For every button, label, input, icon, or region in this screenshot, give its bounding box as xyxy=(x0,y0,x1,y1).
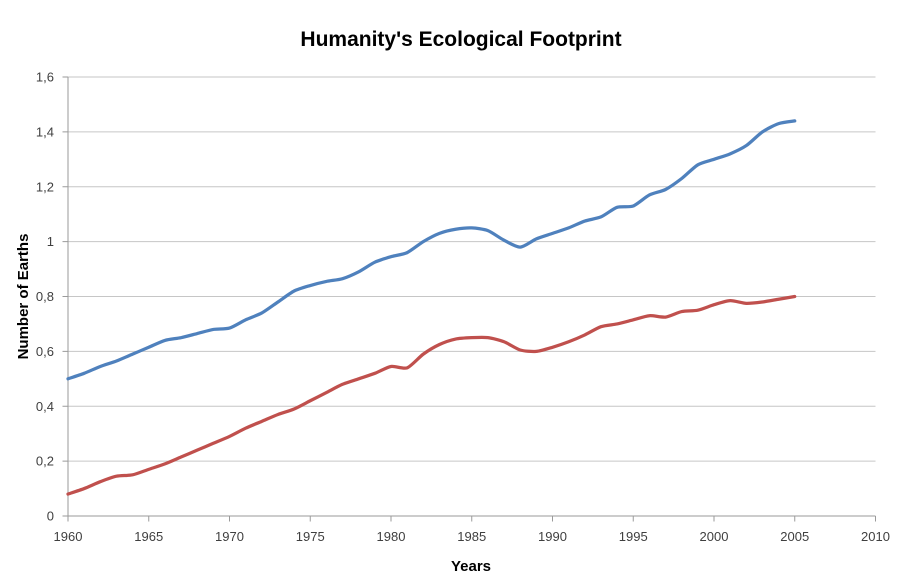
y-tick-label: 1,4 xyxy=(36,124,54,139)
y-axis-title: Number of Earths xyxy=(15,234,32,360)
gridlines xyxy=(68,76,876,462)
y-tick-label: 1,6 xyxy=(36,70,54,85)
x-tick-label: 1990 xyxy=(538,529,567,544)
x-tick-label: 2000 xyxy=(700,529,729,544)
x-tick-label: 2005 xyxy=(780,529,809,544)
y-tick-label: 0,2 xyxy=(36,454,54,469)
x-tick-label: 2010 xyxy=(861,529,890,544)
y-axis-tick-labels: 0 0,2 0,4 0,6 0,8 1 1,2 1,4 1,6 xyxy=(36,70,54,524)
y-tick-label: 0 xyxy=(47,509,54,524)
x-axis-tick-labels: 1960 1965 1970 1975 1980 1985 1990 1995 2000 2005… xyxy=(54,529,890,544)
y-tick-label: 1,2 xyxy=(36,179,54,194)
x-tick-label: 1965 xyxy=(134,529,163,544)
chart-title: Humanity's Ecological Footprint xyxy=(300,28,621,51)
axes xyxy=(62,76,876,522)
series-line-red xyxy=(66,294,797,496)
x-tick-label: 1995 xyxy=(619,529,648,544)
x-tick-label: 1960 xyxy=(54,529,83,544)
x-tick-label: 1975 xyxy=(296,529,325,544)
x-axis-title: Years xyxy=(451,558,491,575)
x-tick-label: 1980 xyxy=(377,529,406,544)
y-tick-label: 0,8 xyxy=(36,289,54,304)
x-tick-label: 1970 xyxy=(215,529,244,544)
y-tick-label: 0,4 xyxy=(36,399,54,414)
plot-area xyxy=(66,119,797,496)
y-tick-label: 1 xyxy=(47,234,54,249)
y-tick-label: 0,6 xyxy=(36,344,54,359)
series-line-blue xyxy=(66,119,797,381)
x-tick-label: 1985 xyxy=(457,529,486,544)
